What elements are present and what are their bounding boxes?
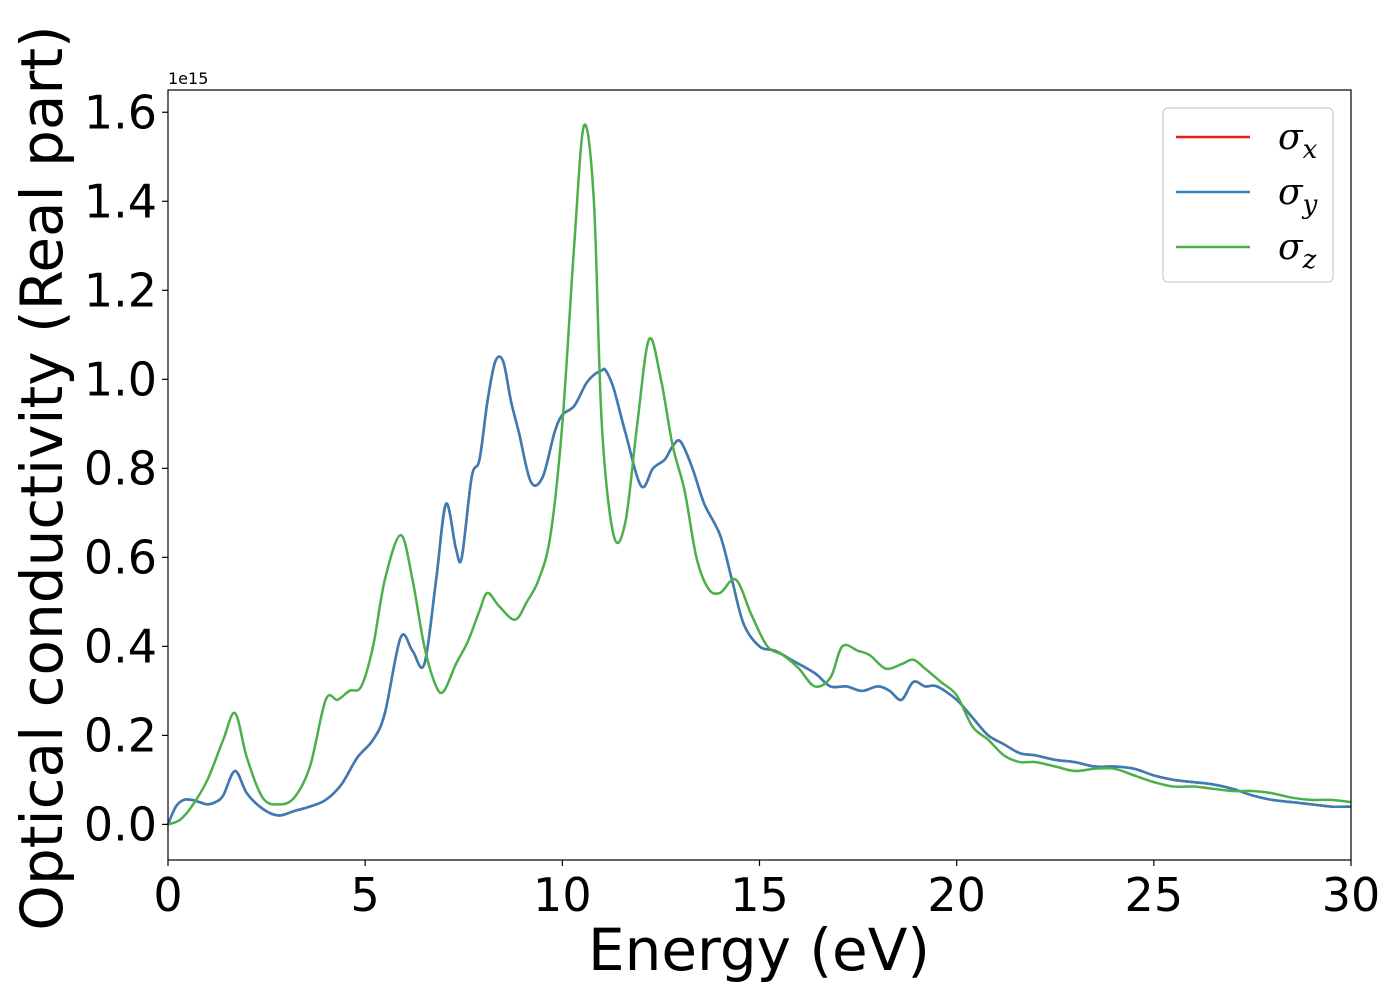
- x-tick-label: 0: [153, 868, 182, 922]
- x-axis: 0 5 10 15 20 25 30: [153, 860, 1380, 922]
- y-tick-label: 0.2: [84, 708, 157, 762]
- series-line-3: [167, 123, 1352, 826]
- x-tick-label: 5: [351, 868, 380, 922]
- y-tick-label: 1.2: [84, 263, 157, 317]
- x-axis-title: Energy (eV): [588, 916, 930, 984]
- y-tick-label: 0.6: [84, 530, 157, 584]
- y-axis-title: Optical conductivity (Real part): [8, 25, 76, 930]
- y-tick-label: 1.6: [84, 85, 157, 139]
- plot-frame: [167, 89, 1352, 861]
- x-tick-label: 25: [1125, 868, 1184, 922]
- series-line-2: [166, 355, 1352, 825]
- x-tick-label: 20: [927, 868, 986, 922]
- y-tick-label: 1.4: [84, 174, 157, 228]
- series-layer: [166, 123, 1352, 826]
- x-tick-label: 10: [533, 868, 592, 922]
- legend-frame: [1162, 107, 1334, 283]
- y-tick-label: 0.8: [84, 441, 157, 495]
- y-offset-label: 1e15: [168, 69, 208, 88]
- y-tick-label: 0.4: [84, 619, 157, 673]
- y-tick-label: 0.0: [84, 797, 157, 851]
- plot-background: [168, 90, 1351, 860]
- x-tick-label: 15: [730, 868, 789, 922]
- y-tick-label: 1.0: [84, 352, 157, 406]
- legend-label: σy: [1278, 172, 1318, 220]
- x-tick-label: 30: [1322, 868, 1381, 922]
- y-axis: 0.0 0.2 0.4 0.6 0.8 1.0 1.2 1.4 1.6: [84, 85, 168, 851]
